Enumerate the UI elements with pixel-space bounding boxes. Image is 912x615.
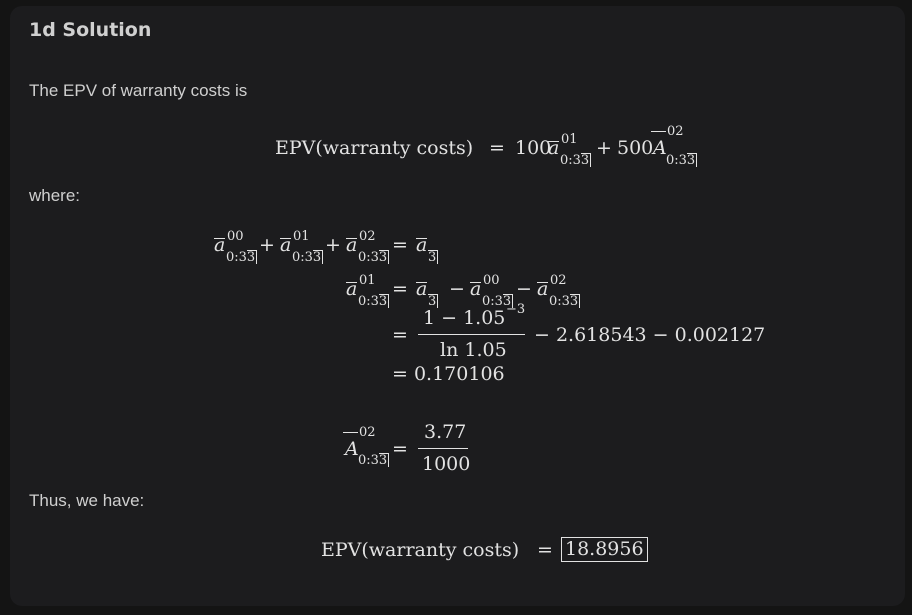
coef-100: 100 [515,137,552,159]
annuity-symbol: a [537,278,549,300]
state-01: 01 [359,273,376,288]
annuity-symbol: a [346,234,358,256]
fraction-line [418,448,468,449]
minus-sign: − [516,278,532,300]
fraction-denominator: ln 1.05 [440,339,507,361]
final-lhs: EPV(warranty costs) [321,539,520,561]
term-sub: 0:33 [358,250,390,265]
state-02: 02 [359,425,376,440]
where-label: where: [29,186,81,205]
minus-sign: − [449,278,465,300]
term-sub: 0:33 [358,453,390,468]
annuity-symbol: a [416,234,428,256]
equals-sign: = [392,234,408,256]
term-sub: 0:33 [549,294,581,309]
state-01: 01 [561,132,578,147]
equals-sign: = [392,438,408,460]
annuity-symbol: a [416,278,428,300]
term-sub: 0:33 [482,294,514,309]
term-sub: 0:33 [292,250,324,265]
term-sub: 0:33 [666,153,698,168]
section-heading: 1d Solution [29,19,152,41]
state-01: 01 [293,229,310,244]
state-00: 00 [483,273,500,288]
subtraction-tail: − 2.618543 − 0.002127 [534,324,766,346]
plus-sign: + [325,234,341,256]
assurance-symbol: A [653,137,667,159]
term-sub: 3 [428,250,439,265]
state-02: 02 [550,273,567,288]
derivation-result: = 0.170106 [392,363,505,385]
annuity-symbol: a [346,278,358,300]
assurance-symbol: A [345,438,359,460]
annuity-symbol: a [214,234,226,256]
equals-sign: = [537,539,553,561]
state-00: 00 [227,229,244,244]
epv-lhs: EPV(warranty costs) [275,137,474,159]
state-02: 02 [667,124,684,139]
coef-500: 500 [617,137,654,159]
intro-text: The EPV of warranty costs is [29,81,248,100]
term-sub: 3 [428,294,439,309]
annuity-symbol: a [470,278,482,300]
numerator-exponent: −3 [506,302,526,317]
fraction-denominator: 1000 [422,453,471,475]
term-sub: 0:33 [358,294,390,309]
state-02: 02 [359,229,376,244]
annuity-symbol: a [280,234,292,256]
plus-sign: + [596,137,612,159]
thus-label: Thus, we have: [29,491,145,510]
term-sub: 0:33 [226,250,258,265]
fraction-line [418,334,525,335]
equals-sign: = [392,324,408,346]
final-answer-box: 18.8956 [561,537,648,562]
fraction-numerator: 1 − 1.05 [423,307,506,329]
fraction-numerator: 3.77 [424,421,467,443]
equals-sign: = [392,278,408,300]
plus-sign: + [259,234,275,256]
annuity-symbol: a [548,137,560,159]
term-sub: 0:33 [560,153,592,168]
solution-card [10,6,905,606]
equals-sign: = [489,137,505,159]
